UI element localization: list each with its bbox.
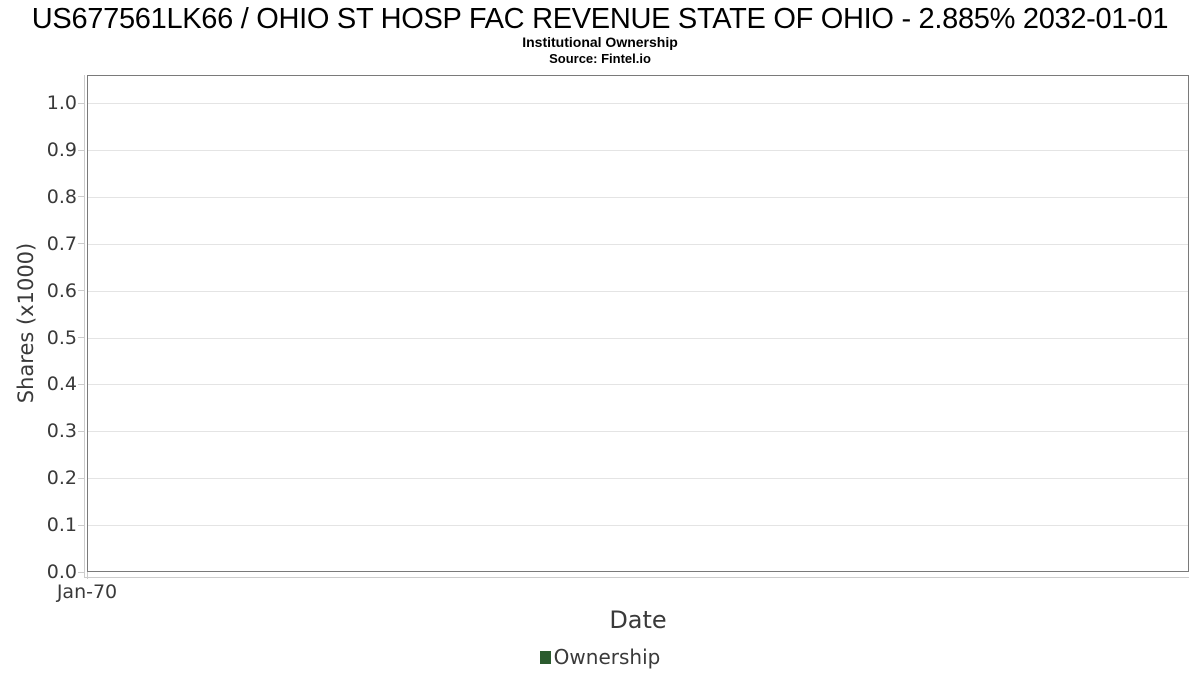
x-tick-label: Jan-70 [56,581,118,603]
chart-source-label: Source: Fintel.io [549,51,651,66]
y-tick-mark [78,477,85,479]
y-tick-label: 0.4 [46,373,77,396]
legend-item[interactable]: Ownership [539,645,661,669]
legend-item-label: Ownership [553,645,661,669]
y-tick-label: 0.3 [46,420,77,443]
y-tick-mark [78,196,85,198]
y-tick-mark [78,102,85,104]
y-tick-mark [78,243,85,245]
x-axis-title: Date [609,606,667,634]
y-tick-label: 0.1 [46,514,77,537]
gridline [88,478,1188,480]
y-tick-label: 1.0 [46,92,77,115]
gridline [88,243,1188,245]
y-tick-label: 0.2 [46,467,77,490]
y-tick-mark [78,383,85,385]
gridline [88,431,1188,433]
legend-marker-square [539,650,551,664]
y-tick-mark [78,571,85,573]
gridline [88,103,1188,105]
chart-subtitle: Institutional Ownership [522,34,678,50]
y-tick-label: 0.6 [46,279,77,302]
y-tick-mark [78,337,85,339]
gridline [88,150,1188,152]
y-axis-line [84,75,85,578]
y-tick-mark [78,524,85,526]
y-tick-label: 0.5 [46,326,77,349]
gridline [88,337,1188,339]
y-tick-mark [78,149,85,151]
gridline [88,384,1188,386]
y-tick-label: 0.0 [46,561,77,583]
x-axis-line [84,577,1189,578]
y-tick-label: 0.8 [46,185,77,208]
chart-title: US677561LK66 / OHIO ST HOSP FAC REVENUE … [31,3,1169,35]
gridline [88,290,1188,292]
y-tick-label: 0.7 [46,232,77,255]
y-tick-label: 0.9 [46,139,77,162]
gridline [88,196,1188,198]
legend: Ownership [0,645,1200,669]
y-tick-mark [78,290,85,292]
y-tick-mark [78,430,85,432]
x-tick-mark [86,572,88,579]
gridline [88,525,1188,527]
plot-area [87,75,1189,572]
